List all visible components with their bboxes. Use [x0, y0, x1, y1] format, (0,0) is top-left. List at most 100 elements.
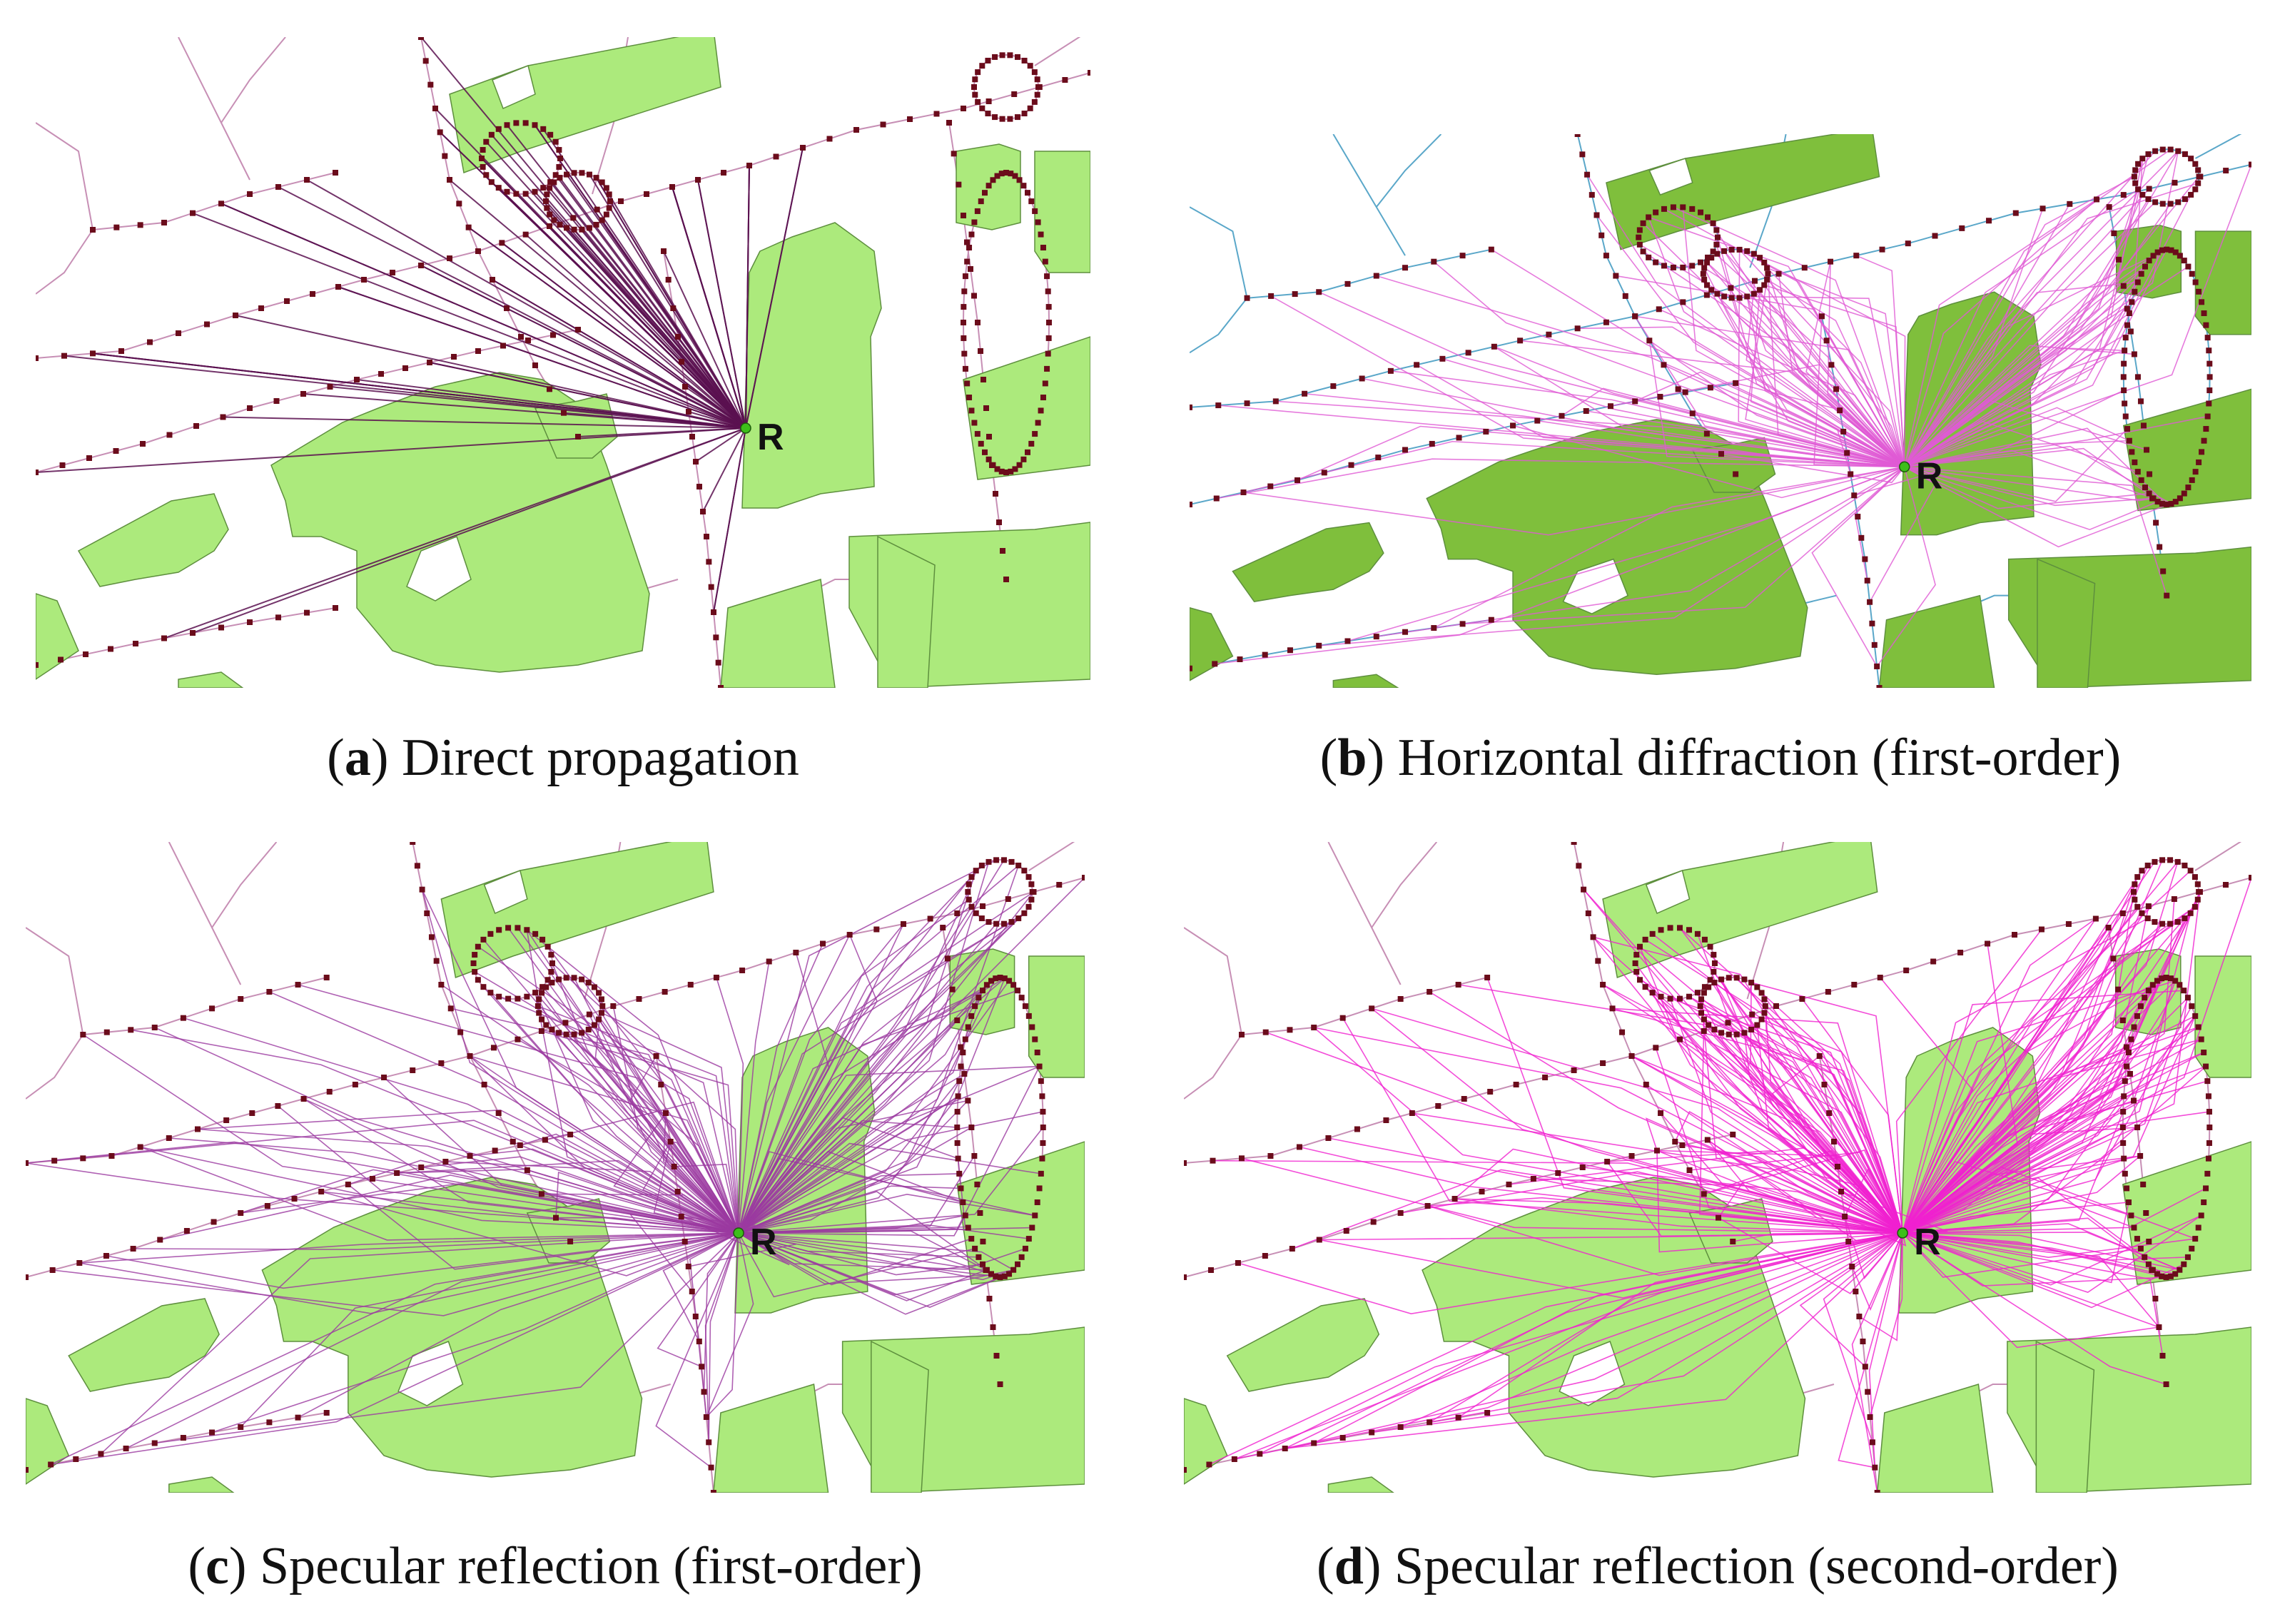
source-point: [1816, 1053, 1823, 1059]
ray: [1855, 255, 1905, 467]
source-point: [1686, 1167, 1693, 1173]
source-point: [1672, 1139, 1678, 1145]
source-point: [1705, 214, 1711, 220]
ray: [163, 427, 746, 639]
ray: [1750, 983, 1903, 1234]
source-point: [1728, 285, 1734, 291]
courtyard: [483, 869, 528, 915]
source-point: [686, 409, 691, 415]
ray: [482, 939, 739, 1234]
source-point: [1879, 246, 1885, 253]
source-point: [1704, 1137, 1711, 1143]
source-point: [993, 1353, 1000, 1359]
ray: [1902, 1073, 2131, 1234]
ray: [1656, 1150, 1903, 1253]
ray: [589, 174, 746, 429]
receiver-label: R: [1916, 455, 1943, 497]
source-point: [166, 432, 173, 438]
source-point: [2159, 146, 2166, 153]
ray: [1902, 1100, 2134, 1234]
ray: [470, 1055, 739, 1234]
source-point: [1397, 996, 1404, 1002]
source-point: [1741, 976, 1748, 983]
source-point: [1632, 960, 1638, 966]
source-point: [711, 609, 716, 615]
source-point: [598, 996, 604, 1003]
source-point: [438, 1060, 445, 1066]
source-point: [721, 170, 726, 176]
ray: [642, 1141, 739, 1234]
ray: [663, 250, 746, 429]
source-point: [1764, 265, 1770, 271]
ray: [738, 1142, 1041, 1234]
source-point: [2144, 862, 2151, 868]
source-point: [954, 1109, 961, 1115]
caption-text: Specular reflection (second-order): [1394, 1537, 2119, 1595]
source-point: [978, 915, 985, 922]
source-point: [2119, 1017, 2126, 1023]
source-point: [492, 1147, 498, 1154]
source-point: [2196, 459, 2202, 465]
ray: [1342, 1017, 1903, 1234]
source-point: [1014, 114, 1020, 121]
ray: [154, 1027, 739, 1234]
source-point: [665, 277, 672, 283]
ray: [1427, 1205, 1903, 1277]
source-point: [1267, 1153, 1274, 1159]
ray: [36, 427, 746, 473]
source-point: [591, 984, 597, 990]
source-point: [696, 1339, 702, 1344]
source-point: [542, 1137, 548, 1143]
source-point: [985, 456, 992, 462]
ray: [716, 977, 744, 1234]
source-point: [1559, 412, 1565, 419]
source-point: [1414, 362, 1420, 368]
source-point: [567, 1132, 574, 1137]
building: [2194, 955, 2251, 1078]
source-point: [766, 958, 772, 965]
source-point: [2164, 502, 2170, 508]
road-line: [211, 842, 278, 928]
source-point: [1062, 77, 1068, 83]
ray: [1313, 1232, 1903, 1444]
source-point: [1029, 1224, 1035, 1231]
source-point: [2131, 889, 2137, 895]
ray: [738, 1127, 972, 1234]
ray: [1902, 891, 2201, 1234]
source-point: [518, 334, 524, 340]
building: [1226, 1298, 1380, 1392]
source-point: [1710, 220, 1716, 226]
source-point: [940, 925, 946, 930]
ray: [1851, 1232, 1903, 1493]
source-point: [2132, 881, 2138, 888]
source-point: [2094, 196, 2100, 203]
source-point: [180, 1435, 186, 1441]
ray: [1645, 939, 1903, 1234]
source-point: [1830, 1139, 1837, 1145]
ray: [738, 1232, 986, 1301]
ray: [160, 1174, 739, 1241]
source-point: [2172, 499, 2179, 505]
caption-d: (d) Specular reflection (second-order): [1317, 1537, 2119, 1595]
source-point: [1292, 291, 1298, 298]
source-point: [618, 198, 624, 204]
source-point: [83, 651, 88, 657]
ray: [702, 427, 746, 512]
source-point: [610, 1003, 617, 1009]
source-point: [505, 925, 512, 931]
source-point: [1633, 952, 1640, 958]
ray: [738, 1232, 1010, 1315]
source-point: [975, 320, 981, 325]
source-point: [993, 1273, 999, 1279]
source-point: [567, 1239, 574, 1244]
ray: [1904, 415, 2208, 468]
source-point: [1008, 468, 1014, 474]
ray: [1902, 1005, 2192, 1234]
source-point: [1853, 253, 1860, 259]
source-point: [968, 266, 973, 272]
ray: [1903, 198, 2097, 467]
source-point: [437, 129, 443, 136]
ray: [1716, 293, 1905, 468]
road-line: [36, 122, 94, 295]
source-point: [1387, 367, 1394, 374]
